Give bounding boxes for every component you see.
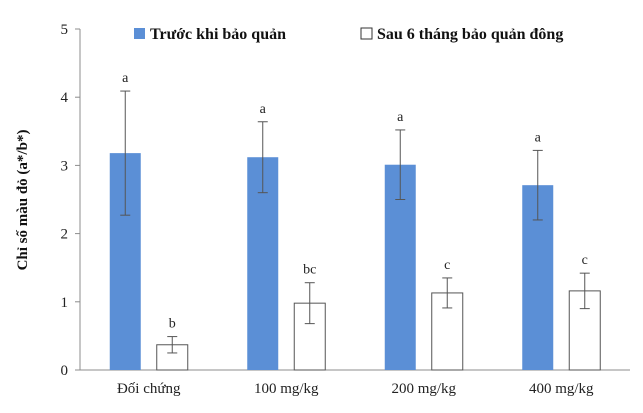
- significance-letter: a: [260, 102, 267, 117]
- significance-letter: b: [169, 317, 176, 332]
- significance-letter: c: [582, 253, 588, 268]
- x-tick-label: 100 mg/kg: [254, 381, 319, 397]
- significance-letter: a: [122, 71, 129, 86]
- y-tick-label: 1: [61, 295, 69, 311]
- y-tick-label: 0: [61, 363, 69, 379]
- x-tick-label: 200 mg/kg: [391, 381, 456, 397]
- x-tick-label: 400 mg/kg: [529, 381, 594, 397]
- legend: Trước khi bảo quản Sau 6 tháng bảo quản …: [134, 26, 563, 43]
- y-tick-label: 4: [61, 90, 69, 106]
- legend-label-sau: Sau 6 tháng bảo quản đông: [377, 26, 563, 43]
- legend-swatch-sau: [360, 27, 373, 40]
- legend-label-truoc: Trước khi bảo quản: [150, 26, 286, 43]
- y-tick-label: 3: [61, 158, 69, 174]
- y-tick-label: 2: [61, 227, 69, 243]
- significance-letter: c: [444, 258, 450, 273]
- significance-letter: bc: [303, 263, 316, 278]
- significance-letter: a: [397, 110, 404, 125]
- bar: [156, 344, 189, 371]
- legend-swatch-truoc: [134, 28, 145, 39]
- y-tick-label: 5: [61, 22, 69, 38]
- significance-letter: a: [535, 130, 542, 145]
- x-tick-label: Đối chứng: [117, 381, 181, 397]
- y-axis-title: Chỉ số màu đỏ (a*/b*): [15, 130, 31, 271]
- bar: [568, 290, 601, 371]
- plot-area: 0 1 2 3 4 5 Đối chứng a b 100 mg/kg a bc 200 mg/kg a c…: [61, 22, 630, 397]
